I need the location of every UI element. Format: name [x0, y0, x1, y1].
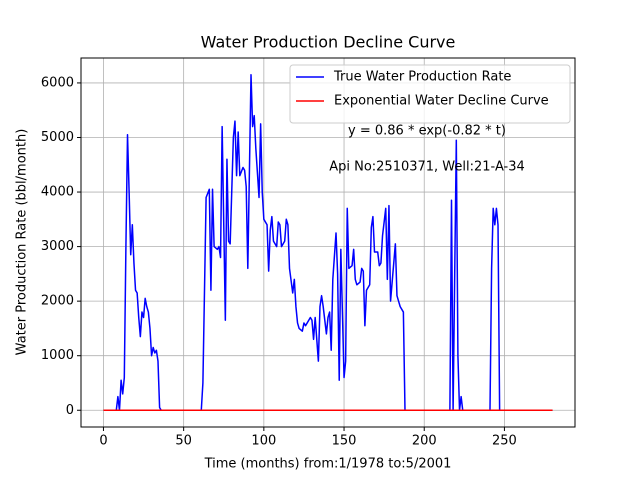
- x-tick-label: 250: [492, 434, 517, 449]
- y-tick-label: 6000: [41, 75, 74, 90]
- y-tick-label: 0: [66, 403, 74, 418]
- y-tick-label: 5000: [41, 130, 74, 145]
- data-line: [103, 74, 553, 411]
- annotation: Api No:2510371, Well:21-A-34: [329, 160, 525, 175]
- legend-label: True Water Production Rate: [333, 70, 511, 85]
- x-tick-label: 100: [251, 434, 276, 449]
- x-tick-label: 0: [99, 434, 107, 449]
- x-tick-label: 200: [412, 434, 437, 449]
- y-tick-label: 2000: [41, 294, 74, 309]
- chart-title: Water Production Decline Curve: [201, 33, 456, 52]
- x-axis-label: Time (months) from:1/1978 to:5/2001: [204, 457, 452, 472]
- x-tick-label: 150: [332, 434, 357, 449]
- legend-label: Exponential Water Decline Curve: [334, 94, 549, 109]
- x-tick-label: 50: [175, 434, 192, 449]
- legend: True Water Production Rate Exponential Wa…: [289, 64, 571, 124]
- y-tick-label: 4000: [41, 185, 74, 200]
- axes-frame: [80, 57, 576, 428]
- annotation: y = 0.86 * exp(-0.82 * t): [348, 124, 506, 139]
- y-tick-label: 3000: [41, 239, 74, 254]
- y-axis-label: Water Production Rate (bbl/month): [15, 129, 30, 356]
- legend-box: [289, 64, 571, 124]
- plot-area: [103, 74, 553, 411]
- y-tick-label: 1000: [41, 348, 74, 363]
